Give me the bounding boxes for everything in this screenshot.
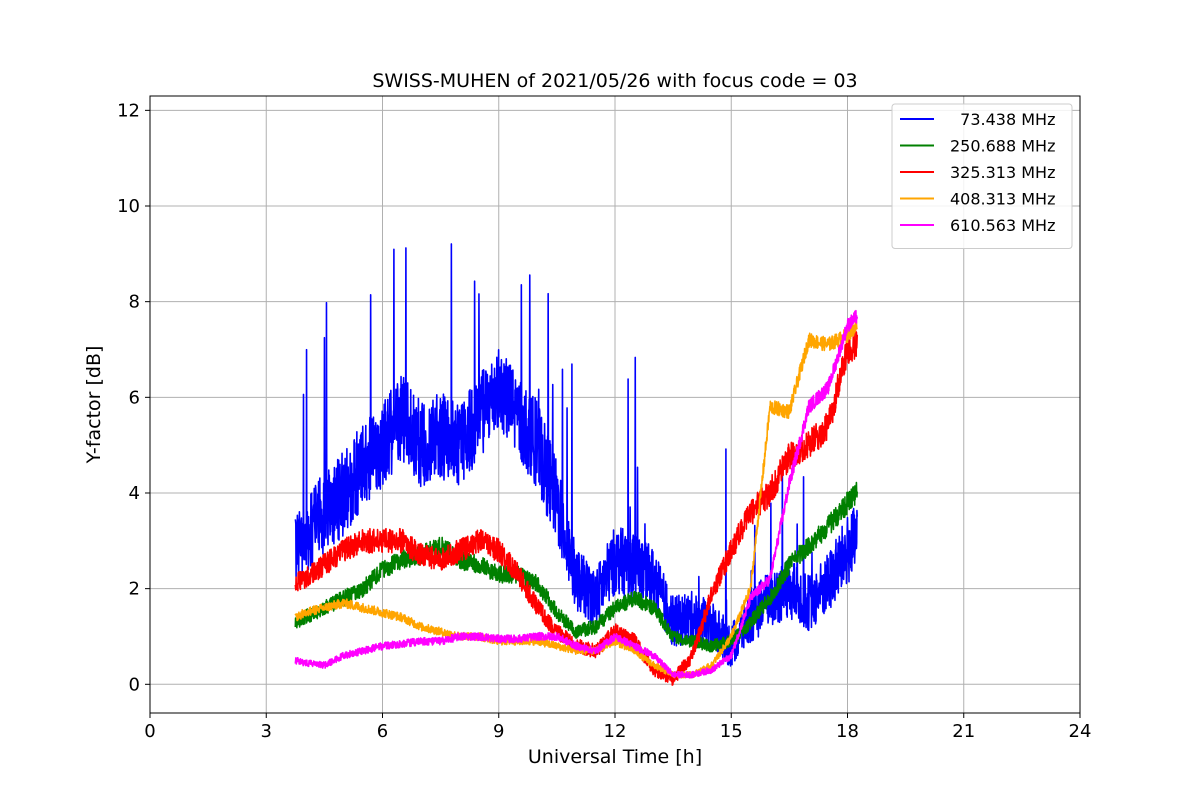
chart-title: SWISS-MUHEN of 2021/05/26 with focus cod… [372,70,857,92]
y-tick-label: 4 [129,483,140,504]
y-tick-label: 6 [129,387,140,408]
x-tick-label: 24 [1069,721,1092,742]
y-tick-label: 2 [129,579,140,600]
series-line-4 [294,320,858,679]
legend-label: 250.688 MHz [950,137,1055,156]
y-tick-label: 10 [117,196,140,217]
legend-label: 610.563 MHz [950,216,1055,235]
legend-label: 325.313 MHz [950,163,1055,182]
x-tick-label: 9 [493,721,504,742]
y-axis-label: Y-factor [dB] [83,346,105,465]
legend-label: 73.438 MHz [950,110,1055,129]
x-tick-label: 18 [836,721,859,742]
series-line-5 [294,309,858,679]
x-tick-label: 6 [377,721,388,742]
x-tick-label: 3 [261,721,272,742]
legend: 73.438 MHz 250.688 MHz 325.313 MHz 408.313 … [891,103,1073,249]
x-tick-label: 15 [720,721,743,742]
plot-area [294,243,858,686]
x-tick-label: 0 [144,721,155,742]
x-axis-label: Universal Time [h] [528,746,702,768]
x-tick-label: 21 [952,721,975,742]
series-line-2 [294,481,858,653]
y-tick-label: 8 [129,292,140,313]
legend-label: 408.313 MHz [950,190,1055,209]
y-tick-label: 12 [117,100,140,121]
legend-box [891,103,1073,249]
series-line-1 [294,243,858,667]
y-tick-label: 0 [129,674,140,695]
x-tick-label: 12 [604,721,627,742]
